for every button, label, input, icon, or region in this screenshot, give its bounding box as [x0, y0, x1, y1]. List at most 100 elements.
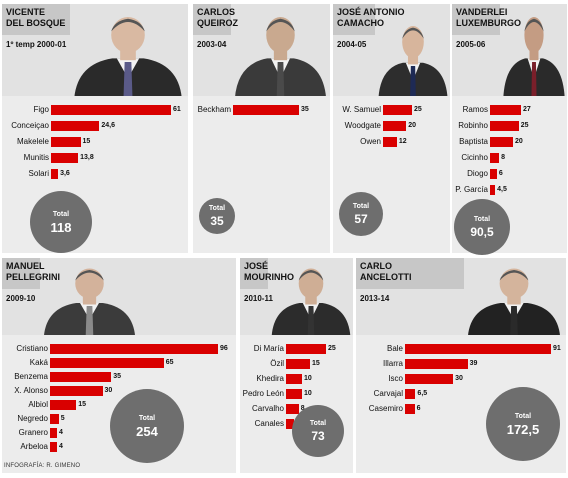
player-name: Baptista — [459, 137, 488, 146]
name-band — [452, 4, 500, 35]
coach-first-name: JOSÉ — [244, 261, 269, 271]
player-value: 25 — [414, 106, 422, 113]
total-value: 254 — [136, 424, 158, 439]
name-band — [240, 258, 268, 289]
total-circle: Total 254 — [110, 389, 184, 463]
player-name: Carvalho — [251, 404, 284, 413]
player-row: Isco 30 — [356, 373, 566, 385]
name-band — [2, 4, 70, 35]
player-bar — [286, 344, 326, 354]
player-name: Ramos — [462, 105, 488, 114]
player-value: 25 — [520, 122, 529, 129]
player-bar — [51, 137, 81, 147]
total-label: Total — [208, 205, 226, 212]
coach-photo — [377, 18, 449, 98]
player-name: Beckham — [197, 105, 231, 114]
player-row: Baptista 20 — [452, 136, 567, 148]
player-value: 4 — [59, 429, 63, 436]
total-label: Total — [52, 211, 70, 218]
player-name: Woodgate — [344, 121, 381, 130]
player-value: 4,5 — [497, 186, 507, 193]
player-bar — [383, 137, 397, 147]
player-name: X. Alonso — [14, 386, 48, 395]
player-row: Di María 25 — [240, 343, 353, 355]
player-bar — [51, 121, 100, 131]
player-value: 6,5 — [417, 390, 428, 397]
total-circle: Total 35 — [199, 198, 235, 234]
coach-period: 1º temp 2000-01 — [6, 40, 67, 49]
player-name: Carvajal — [373, 389, 403, 398]
player-value: 61 — [173, 106, 181, 113]
player-bar — [383, 121, 407, 131]
player-name: W. Samuel — [342, 105, 381, 114]
coach-last-name: QUEIROZ — [197, 18, 239, 28]
coach-photo — [72, 8, 184, 98]
coach-first-name: CARLOS — [197, 7, 235, 17]
player-bar — [50, 358, 164, 368]
player-name: Conceiçao — [11, 121, 49, 130]
coach-period: 2004-05 — [337, 40, 367, 49]
player-row: Figo 61 — [2, 104, 188, 116]
name-band — [2, 258, 40, 289]
player-row: Granero 4 — [2, 427, 236, 439]
coach-last-name: ANCELOTTI — [360, 272, 412, 282]
player-row: Negredo 5 — [2, 413, 236, 425]
coach-last-name: CAMACHO — [337, 18, 384, 28]
player-row: Diogo 6 — [452, 168, 567, 180]
player-bar — [490, 185, 496, 195]
player-bar — [50, 414, 59, 424]
player-bar — [51, 105, 171, 115]
player-bar — [490, 105, 521, 115]
player-row: Cicinho 8 — [452, 152, 567, 164]
player-value: 10 — [304, 375, 312, 382]
player-value: 91 — [553, 345, 561, 352]
player-row: Owen 12 — [333, 136, 450, 148]
coach-first-name: CARLO — [360, 261, 392, 271]
total-value: 118 — [50, 220, 72, 235]
total-label: Total — [473, 216, 491, 223]
player-value: 39 — [469, 360, 478, 367]
player-value: 4 — [59, 443, 63, 450]
player-bar — [490, 121, 519, 131]
coach-period: 2013-14 — [360, 294, 390, 303]
player-value: 20 — [408, 122, 416, 129]
player-name: Munitis — [23, 153, 49, 162]
player-bar — [50, 386, 103, 396]
coach-last-name: PELLEGRINI — [6, 272, 61, 282]
player-bar — [50, 428, 57, 438]
players-chart: Ramos 27 Robinho 25 Baptista 20 Cicinho 8 Diogo 6… — [452, 96, 567, 255]
total-label: Total — [138, 415, 156, 422]
player-row: Benzema 35 — [2, 371, 236, 383]
total-label: Total — [309, 420, 327, 427]
player-value: 6 — [416, 405, 421, 412]
player-value: 3,6 — [60, 170, 70, 177]
player-value: 5 — [60, 415, 65, 422]
total-value: 35 — [210, 214, 224, 228]
player-bar — [286, 389, 302, 399]
coach-first-name: VICENTE — [6, 7, 46, 17]
player-bar — [286, 419, 294, 429]
player-name: Bale — [386, 344, 403, 353]
players-chart: Beckham 35 Total 35 — [193, 96, 330, 253]
player-value: 35 — [301, 106, 309, 113]
total-circle: Total 90,5 — [454, 199, 510, 255]
player-name: Illarra — [382, 359, 403, 368]
player-name: Makelele — [16, 137, 49, 146]
player-value: 15 — [312, 360, 320, 367]
player-value: 13,8 — [80, 154, 94, 161]
coach-last-name: LUXEMBURGO — [456, 18, 521, 28]
player-row: Illarra 39 — [356, 358, 566, 370]
player-row: Özil 15 — [240, 358, 353, 370]
player-name: Casemiro — [368, 404, 403, 413]
player-value: 10 — [304, 390, 312, 397]
players-chart: Cristiano 96 Kaká 65 Benzema 35 X. Alonso 30 Alb… — [2, 335, 236, 473]
players-chart: W. Samuel 25 Woodgate 20 Owen 12 Total 57 — [333, 96, 450, 253]
players-chart: Figo 61 Conceiçao 24,6 Makelele 15 Munitis 13,8… — [2, 96, 188, 253]
player-row: Woodgate 20 — [333, 120, 450, 132]
total-value: 90,5 — [470, 225, 494, 239]
total-label: Total — [352, 203, 370, 210]
player-value: 25 — [328, 345, 336, 352]
coach-photo — [233, 8, 328, 98]
player-bar — [233, 105, 299, 115]
player-value: 6 — [498, 170, 503, 177]
